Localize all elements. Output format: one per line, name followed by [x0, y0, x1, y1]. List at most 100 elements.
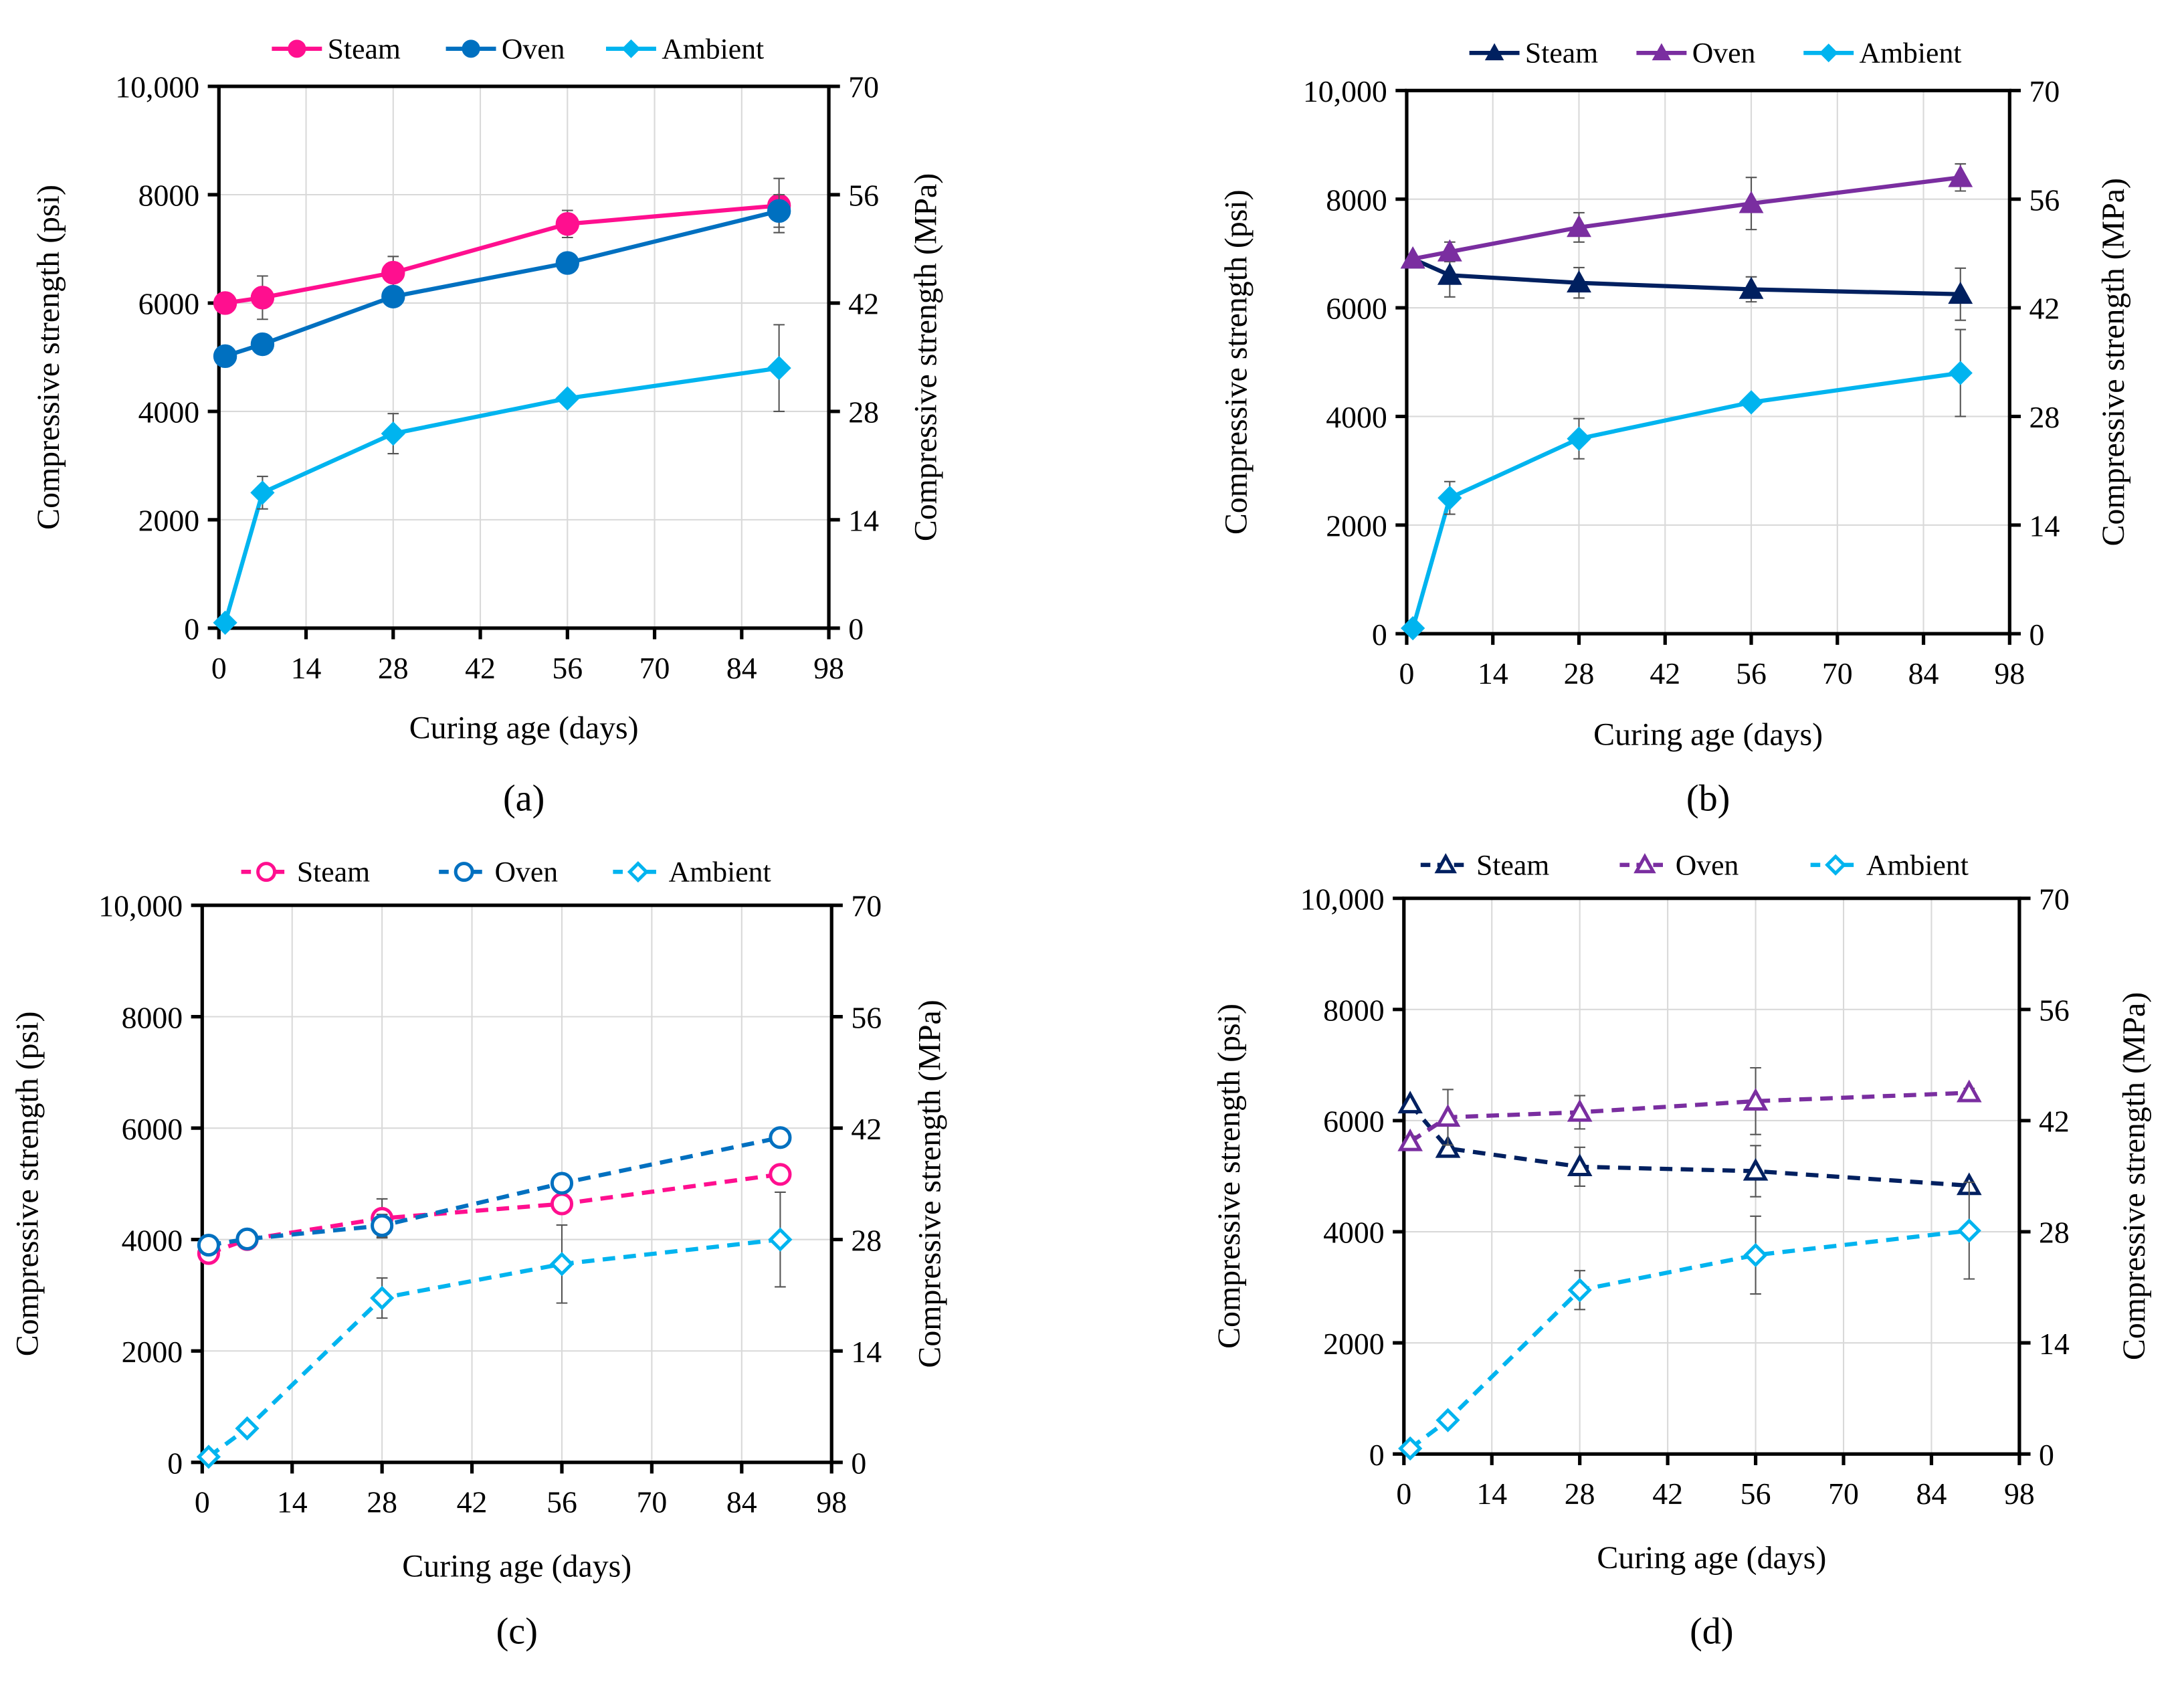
data-point-triangle [1437, 239, 1462, 262]
data-point-triangle [1435, 1135, 1461, 1158]
data-point-diamond [196, 1444, 221, 1469]
series-line [208, 1135, 781, 1248]
y2-tick-label: 14 [2029, 508, 2060, 543]
series-oven [1400, 163, 1973, 269]
legend-marker-circle [288, 39, 306, 58]
legend-label: Ambient [662, 33, 764, 65]
y2-tick-label: 70 [848, 70, 879, 104]
series-line [1411, 257, 1961, 296]
y-tick-label: 4000 [1323, 1216, 1385, 1250]
series-line [1411, 371, 1961, 629]
data-point-circle [550, 1171, 574, 1195]
x-tick-label: 56 [1741, 1477, 1771, 1511]
data-point-diamond [555, 386, 580, 411]
x-tick-label: 84 [726, 651, 757, 685]
series-line [224, 209, 780, 359]
plot-frame [1402, 897, 2021, 1456]
x-tick-label: 70 [1828, 1477, 1859, 1511]
x-tick-label: 84 [1916, 1477, 1947, 1511]
data-point-diamond [370, 1286, 395, 1311]
data-point-diamond [1739, 390, 1764, 415]
y-tick-label: 10,000 [98, 889, 183, 923]
x-tick-label: 70 [637, 1485, 668, 1519]
series-line [1409, 1091, 1969, 1144]
y-axis-title: Compressive strength (psi) [1211, 1004, 1247, 1349]
data-point-triangle [1567, 270, 1591, 293]
data-point-triangle [1567, 1099, 1593, 1122]
x-tick-label: 42 [465, 651, 496, 685]
y2-tick-label: 0 [2029, 618, 2044, 652]
x-tick-label: 14 [291, 651, 322, 685]
y2-tick-label: 14 [2039, 1327, 2070, 1361]
data-point-circle [769, 1163, 792, 1186]
data-point-triangle [1435, 1104, 1461, 1127]
legend-marker-diamond [1825, 854, 1847, 876]
legend-marker-diamond [627, 861, 649, 883]
y-tick-label: 10,000 [1303, 74, 1387, 108]
y2-tick-label: 28 [851, 1223, 882, 1257]
series-line [1409, 1228, 1970, 1450]
y-tick-label: 10,000 [1300, 882, 1385, 916]
data-point-diamond [381, 421, 405, 446]
y-tick-label: 6000 [122, 1112, 183, 1146]
series-ambient [213, 324, 791, 635]
series-ambient [196, 1191, 793, 1469]
y2-tick-label: 56 [2039, 993, 2070, 1027]
data-point-diamond [1567, 426, 1591, 451]
x-tick-label: 28 [378, 651, 409, 685]
data-point-circle [250, 332, 275, 357]
data-point-circle [381, 284, 405, 308]
legend-label: Ambient [1866, 849, 1969, 881]
y2-axis-title: Compressive strength (MPa) [2096, 178, 2131, 546]
legend-marker-triangle [1434, 853, 1457, 874]
y2-tick-label: 42 [2029, 292, 2060, 326]
data-point-diamond [235, 1416, 260, 1441]
y2-tick-label: 42 [848, 287, 879, 321]
y-tick-label: 2000 [138, 504, 200, 538]
data-point-triangle [1739, 276, 1764, 299]
x-tick-label: 0 [1396, 1477, 1411, 1511]
y2-tick-label: 70 [2029, 74, 2060, 108]
y2-tick-label: 0 [851, 1446, 866, 1480]
data-point-triangle [1948, 165, 1973, 187]
series-line [223, 366, 780, 624]
y-tick-label: 2000 [1326, 508, 1387, 543]
data-point-diamond [213, 610, 237, 635]
data-point-diamond [549, 1252, 575, 1277]
x-tick-label: 56 [547, 1485, 577, 1519]
series-steam [197, 1163, 792, 1265]
data-point-diamond [1743, 1242, 1768, 1268]
x-tick-label: 98 [816, 1485, 847, 1519]
x-tick-label: 28 [1564, 656, 1595, 690]
y2-tick-label: 56 [851, 1000, 882, 1034]
data-point-circle [235, 1227, 259, 1250]
legend-marker-triangle [1484, 43, 1504, 61]
series-ambient [1401, 329, 1973, 641]
x-tick-label: 0 [211, 651, 227, 685]
x-axis-title: Curing age (days) [1597, 1540, 1826, 1576]
y2-tick-label: 28 [848, 395, 879, 430]
x-axis-title: Curing age (days) [409, 710, 639, 745]
data-point-diamond [1948, 361, 1973, 385]
x-tick-label: 0 [1399, 656, 1415, 690]
legend-marker-diamond [621, 39, 641, 58]
x-tick-label: 14 [1478, 656, 1508, 690]
y-tick-label: 6000 [1326, 292, 1387, 326]
data-point-diamond [1401, 616, 1425, 641]
x-tick-label: 98 [1994, 656, 2025, 690]
legend-marker-triangle [1652, 43, 1672, 61]
x-tick-label: 42 [1652, 1477, 1683, 1511]
y2-tick-label: 14 [848, 504, 879, 538]
y2-tick-label: 28 [2029, 400, 2060, 434]
x-tick-label: 70 [1822, 656, 1853, 690]
plot-frame [200, 903, 833, 1465]
legend-label: Oven [1676, 849, 1739, 881]
y2-tick-label: 56 [848, 179, 879, 213]
x-tick-label: 98 [813, 651, 844, 685]
series-oven [197, 1126, 792, 1257]
x-tick-label: 42 [457, 1485, 488, 1519]
